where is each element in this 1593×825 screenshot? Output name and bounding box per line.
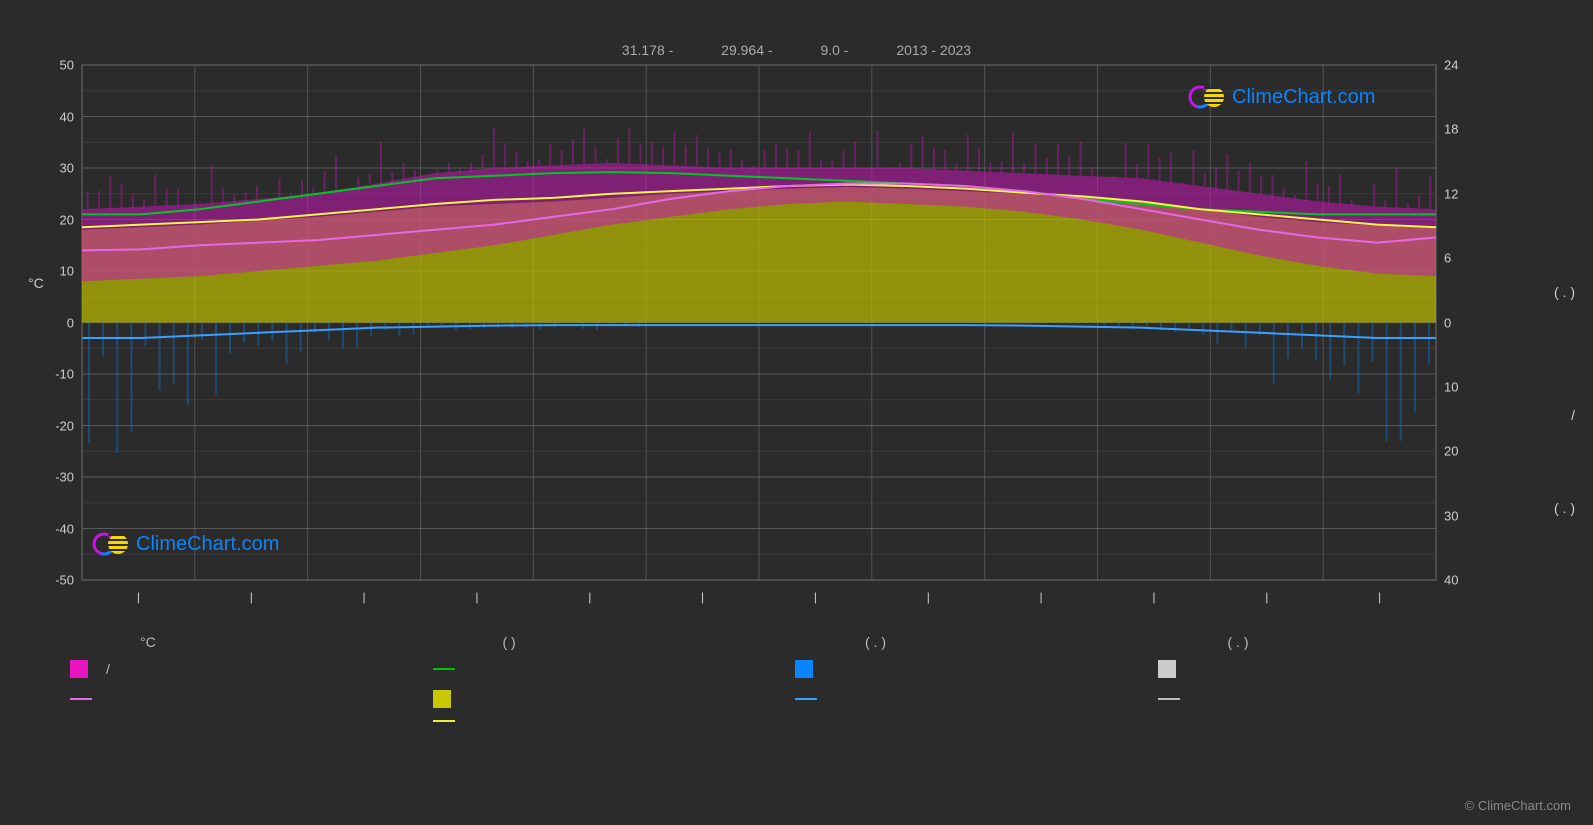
y-right-tick: 20 bbox=[1444, 444, 1458, 459]
y-left-tick: -50 bbox=[4, 573, 74, 588]
y-left-tick: 10 bbox=[4, 264, 74, 279]
x-tick: | bbox=[250, 590, 253, 604]
x-tick: | bbox=[475, 590, 478, 604]
legend-item bbox=[795, 714, 1158, 728]
right-axis-label-bot: ( . ) bbox=[1554, 500, 1575, 516]
legend-item bbox=[433, 684, 796, 714]
brand-logo-bottom: ClimeChart.com bbox=[92, 530, 279, 558]
x-tick: | bbox=[701, 590, 704, 604]
legend-item bbox=[1158, 654, 1521, 684]
x-tick: | bbox=[588, 590, 591, 604]
legend-item bbox=[433, 714, 796, 728]
legend-item bbox=[1158, 714, 1521, 728]
y-right-tick: 6 bbox=[1444, 251, 1451, 266]
y-left-tick: 50 bbox=[4, 58, 74, 73]
x-tick: | bbox=[814, 590, 817, 604]
x-tick: | bbox=[927, 590, 930, 604]
legend-header: ( . ) bbox=[795, 630, 1158, 654]
legend-item bbox=[795, 684, 1158, 714]
brand-text: ClimeChart.com bbox=[136, 533, 279, 556]
y-right-tick: 12 bbox=[1444, 186, 1458, 201]
right-axis-label-top: ( . ) bbox=[1554, 284, 1575, 300]
legend-header: ( ) bbox=[433, 630, 796, 654]
legend: °C( )( . )( . ) / bbox=[70, 630, 1520, 728]
legend-header: ( . ) bbox=[1158, 630, 1521, 654]
x-tick: | bbox=[1152, 590, 1155, 604]
legend-item bbox=[1158, 684, 1521, 714]
x-tick: | bbox=[1378, 590, 1381, 604]
y-axis-left-ticks: -50 -40 -30 -20 -10 0 10 20 30 40 50 bbox=[0, 0, 74, 620]
y-left-tick: 20 bbox=[4, 212, 74, 227]
x-axis-ticks: | | | | | | | | | | | | bbox=[0, 590, 1593, 610]
brand-text: ClimeChart.com bbox=[1232, 86, 1375, 109]
y-left-tick: -30 bbox=[4, 470, 74, 485]
y-left-tick: 30 bbox=[4, 161, 74, 176]
x-tick: | bbox=[363, 590, 366, 604]
legend-header: °C bbox=[70, 630, 433, 654]
legend-item bbox=[433, 654, 796, 684]
y-right-tick: 10 bbox=[1444, 379, 1458, 394]
y-right-tick: 18 bbox=[1444, 122, 1458, 137]
y-axis-right-ticks: 24 18 12 6 0 10 20 30 40 bbox=[1444, 0, 1504, 620]
y-right-tick: 0 bbox=[1444, 315, 1451, 330]
x-tick: | bbox=[137, 590, 140, 604]
brand-logo-top: ClimeChart.com bbox=[1188, 83, 1375, 111]
attribution: © ClimeChart.com bbox=[1465, 798, 1571, 813]
y-right-tick: 24 bbox=[1444, 58, 1458, 73]
y-left-tick: 40 bbox=[4, 109, 74, 124]
x-tick: | bbox=[1265, 590, 1268, 604]
chart-container: { "title": { "parts": ["31.178 -", "29.9… bbox=[0, 0, 1593, 825]
x-tick: | bbox=[1040, 590, 1043, 604]
y-right-tick: 30 bbox=[1444, 508, 1458, 523]
y-left-tick: -10 bbox=[4, 367, 74, 382]
legend-item: / bbox=[70, 654, 433, 684]
legend-item bbox=[70, 714, 433, 728]
y-left-tick: 0 bbox=[4, 315, 74, 330]
legend-item bbox=[795, 654, 1158, 684]
legend-label: / bbox=[106, 661, 110, 677]
y-left-tick: -40 bbox=[4, 521, 74, 536]
right-axis-label-mid: / bbox=[1571, 407, 1575, 423]
y-right-tick: 40 bbox=[1444, 573, 1458, 588]
y-left-tick: -20 bbox=[4, 418, 74, 433]
legend-item bbox=[70, 684, 433, 714]
